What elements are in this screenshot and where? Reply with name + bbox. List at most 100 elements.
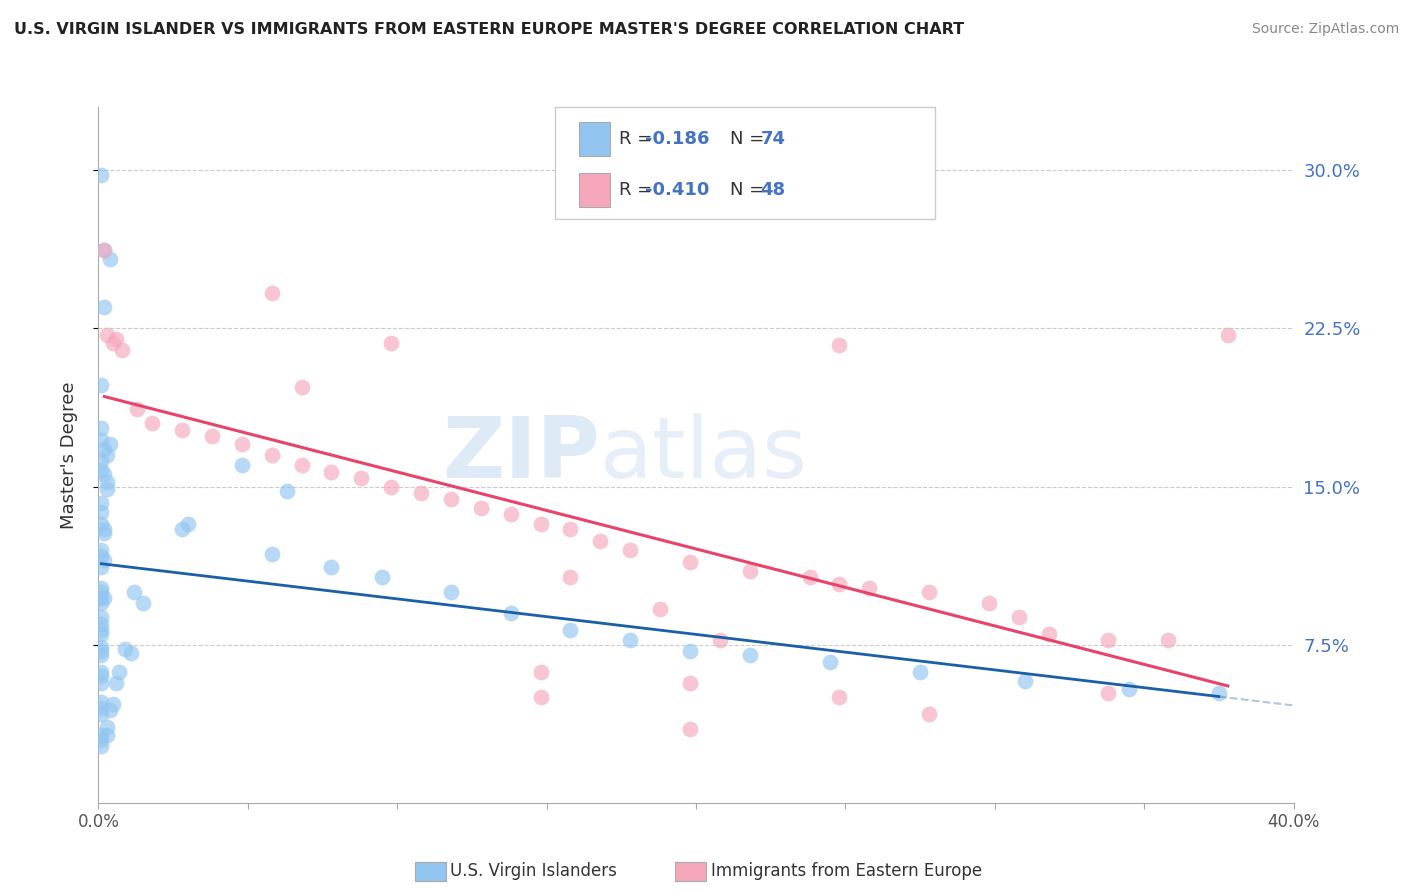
Point	[124, 585, 146, 599]
Point	[93, 301, 115, 315]
Point	[96, 728, 118, 742]
Point	[172, 423, 194, 437]
Point	[90, 623, 112, 637]
Point	[90, 517, 112, 532]
Point	[738, 564, 761, 578]
Point	[260, 285, 283, 300]
Point	[90, 701, 112, 715]
Point	[291, 380, 314, 394]
Text: Source: ZipAtlas.com: Source: ZipAtlas.com	[1251, 22, 1399, 37]
Text: U.S. VIRGIN ISLANDER VS IMMIGRANTS FROM EASTERN EUROPE MASTER'S DEGREE CORRELATI: U.S. VIRGIN ISLANDER VS IMMIGRANTS FROM …	[14, 22, 965, 37]
Point	[90, 581, 112, 595]
Point	[201, 429, 224, 443]
Point	[93, 591, 115, 606]
Point	[90, 595, 112, 609]
Point	[105, 675, 128, 690]
Point	[90, 496, 112, 510]
Point	[499, 606, 522, 620]
Point	[90, 420, 112, 434]
Point	[90, 610, 112, 624]
Point	[90, 728, 112, 742]
Point	[93, 525, 115, 540]
Point	[650, 602, 672, 616]
Point	[90, 616, 112, 631]
Point	[90, 585, 112, 599]
Point	[90, 675, 112, 690]
Point	[321, 559, 343, 574]
Text: R =: R =	[619, 181, 658, 200]
Point	[799, 570, 821, 584]
Point	[90, 648, 112, 663]
Text: U.S. Virgin Islanders: U.S. Virgin Islanders	[450, 863, 617, 880]
Point	[679, 556, 702, 570]
Point	[440, 585, 463, 599]
Point	[1008, 610, 1031, 624]
Point	[114, 641, 136, 656]
Point	[90, 665, 112, 679]
Point	[90, 669, 112, 683]
Text: 48: 48	[761, 181, 786, 200]
Point	[371, 570, 394, 584]
Point	[260, 448, 283, 462]
Point	[90, 739, 112, 753]
Point	[291, 458, 314, 473]
Point	[560, 522, 582, 536]
Point	[260, 547, 283, 561]
Point	[820, 655, 842, 669]
Text: 74: 74	[761, 130, 786, 148]
Point	[93, 442, 115, 456]
Point	[530, 665, 553, 679]
Point	[1014, 673, 1036, 688]
Point	[96, 475, 118, 490]
Point	[103, 697, 125, 711]
Point	[380, 479, 402, 493]
Point	[93, 522, 115, 536]
Point	[679, 644, 702, 658]
Point	[589, 534, 612, 549]
Point	[679, 675, 702, 690]
Point	[90, 591, 112, 606]
Point	[90, 378, 112, 392]
Point	[105, 332, 128, 346]
Point	[380, 336, 402, 351]
Point	[93, 244, 115, 258]
Text: -0.410: -0.410	[645, 181, 710, 200]
Point	[858, 581, 880, 595]
Point	[98, 703, 122, 717]
Point	[1216, 327, 1239, 342]
Point	[560, 570, 582, 584]
Point	[499, 507, 522, 521]
Text: ZIP: ZIP	[443, 413, 600, 497]
Point	[1208, 686, 1230, 700]
Point	[276, 483, 298, 498]
Point	[828, 576, 851, 591]
Point	[90, 542, 112, 557]
Point	[96, 327, 118, 342]
Point	[172, 522, 194, 536]
Point	[127, 401, 149, 416]
Point	[90, 505, 112, 519]
Point	[977, 595, 1000, 609]
Text: N =: N =	[730, 181, 769, 200]
Point	[738, 648, 761, 663]
Point	[132, 595, 155, 609]
Point	[828, 690, 851, 705]
Text: R =: R =	[619, 130, 658, 148]
Point	[90, 549, 112, 563]
Point	[1097, 686, 1119, 700]
Point	[90, 695, 112, 709]
Point	[1097, 633, 1119, 648]
Point	[96, 720, 118, 734]
Point	[98, 437, 122, 451]
Point	[141, 417, 163, 431]
Point	[90, 707, 112, 722]
Point	[619, 542, 641, 557]
Point	[177, 517, 200, 532]
Point	[1157, 633, 1180, 648]
Point	[90, 559, 112, 574]
Point	[231, 437, 253, 451]
Point	[120, 646, 142, 660]
Point	[96, 482, 118, 496]
Text: atlas: atlas	[600, 413, 808, 497]
Point	[231, 458, 253, 473]
